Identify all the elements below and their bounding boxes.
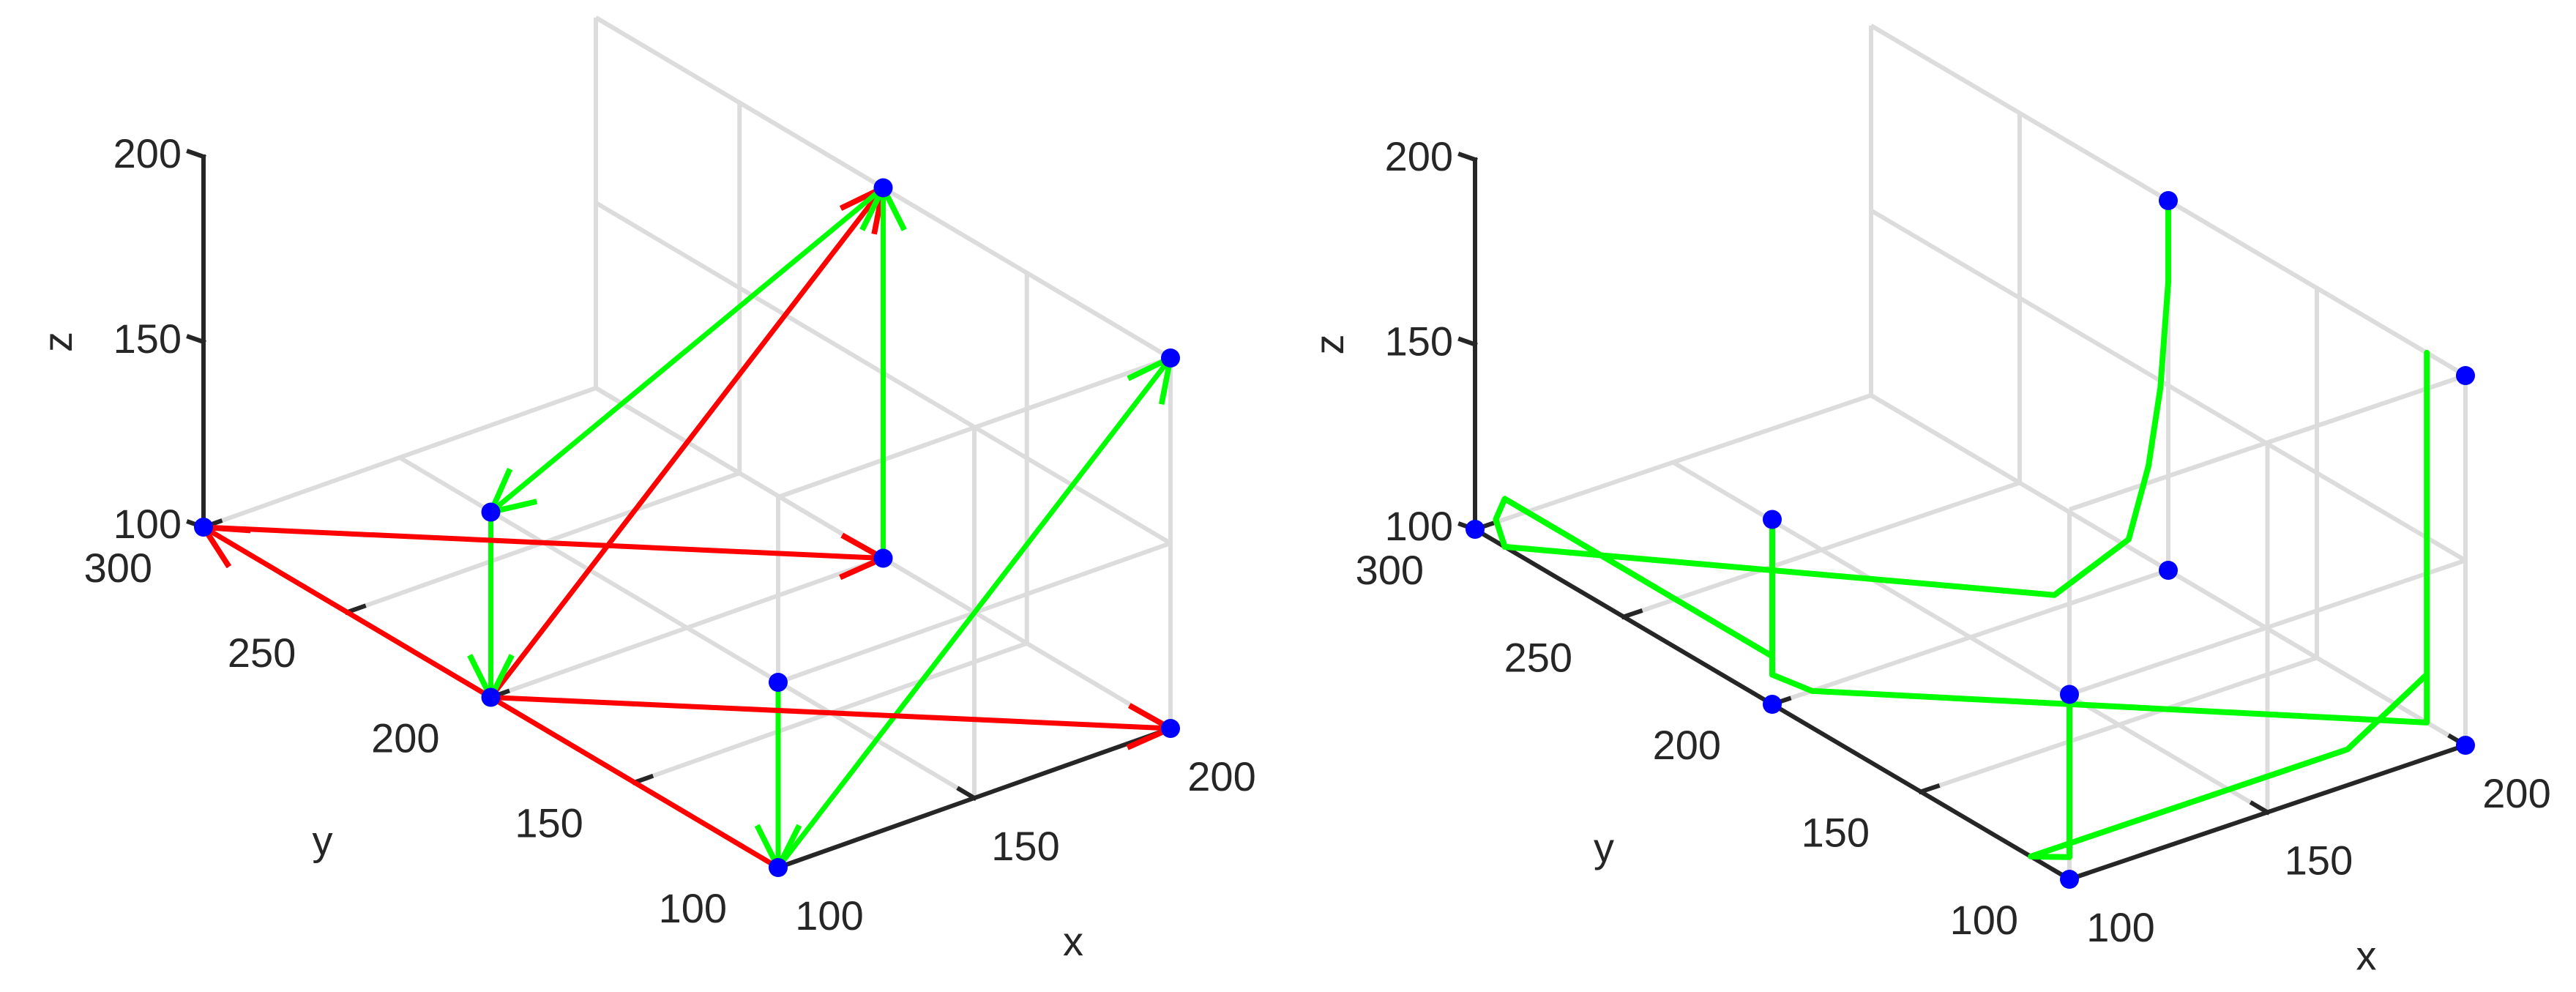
x-tick	[956, 786, 978, 802]
grid-floor-y	[202, 386, 597, 529]
z-axis-title: z	[1306, 335, 1352, 355]
grid-floor-y	[1474, 393, 1872, 532]
data-series	[194, 178, 1180, 877]
z-axis-title: z	[34, 332, 81, 352]
z-tick	[1457, 336, 1478, 348]
data-point	[194, 518, 213, 537]
y-tick-label: 200	[1653, 722, 1721, 768]
data-point	[2159, 191, 2178, 210]
z-tick-label: 200	[1385, 133, 1453, 179]
data-point	[2456, 736, 2475, 755]
x-tick-label: 150	[991, 823, 1059, 869]
x-tick-label: 150	[2285, 837, 2353, 883]
data-point	[873, 548, 893, 568]
grid-floor-y	[490, 556, 884, 700]
data-point	[1161, 348, 1180, 368]
arrow-segment	[491, 185, 886, 512]
arrow-segment	[488, 188, 884, 700]
grid-floor-y	[1772, 568, 2169, 706]
y-tick-label: 300	[84, 545, 152, 591]
data-point	[1763, 510, 1782, 529]
z-tick-label: 100	[113, 501, 182, 547]
x-axis-title: x	[1063, 918, 1083, 964]
z-tick	[186, 149, 206, 160]
grid-top-edge	[2069, 373, 2466, 512]
y-tick-label: 200	[371, 715, 439, 761]
y-tick-label: 100	[659, 885, 727, 931]
y-tick	[1918, 783, 1941, 795]
data-point	[2456, 366, 2475, 385]
grid-floor-y	[1623, 480, 2020, 619]
y-tick	[1621, 608, 1643, 620]
data-point	[481, 502, 501, 522]
arrow-segment	[488, 695, 1171, 729]
z-tick-label: 100	[1385, 503, 1453, 549]
x-tick-label: 200	[2482, 770, 2550, 816]
data-point	[1763, 695, 1782, 714]
y-tick-label: 250	[228, 630, 296, 676]
y-tick-label: 300	[1356, 547, 1424, 593]
arrow-segment	[775, 358, 1171, 870]
y-tick-label: 100	[1950, 897, 2018, 943]
grid-lines	[1474, 23, 2468, 881]
z-tick	[186, 334, 206, 345]
data-point	[481, 687, 501, 707]
z-tick	[1457, 152, 1478, 163]
y-axis-title: y	[313, 817, 333, 863]
data-point	[1161, 719, 1180, 738]
y-axis-title: y	[1594, 824, 1614, 870]
data-point	[2060, 870, 2079, 889]
z-tick-label: 200	[113, 130, 182, 176]
z-tick-label: 150	[113, 316, 182, 362]
data-point	[769, 858, 788, 877]
data-point	[2159, 561, 2178, 580]
x-tick-label: 100	[795, 892, 863, 939]
z-tick-label: 150	[1385, 318, 1453, 364]
trajectory-path	[1493, 198, 2430, 860]
grid-top-edge	[777, 356, 1172, 499]
axis-lines	[186, 149, 1174, 871]
data-point	[1466, 520, 1485, 539]
y-tick-label: 250	[1504, 634, 1572, 680]
x-tick-label: 200	[1187, 753, 1255, 799]
data-point	[2060, 685, 2079, 704]
y-tick-label: 150	[1802, 809, 1870, 855]
data-series	[1466, 191, 2475, 889]
arrow-segment	[201, 524, 884, 559]
data-point	[769, 673, 788, 692]
y-tick-label: 150	[515, 800, 583, 846]
grid-floor-y	[1920, 655, 2318, 794]
x-axis-title: x	[2356, 932, 2377, 978]
x-tick-label: 100	[2086, 904, 2154, 950]
grid-side-z	[1870, 208, 2467, 563]
data-point	[873, 178, 893, 198]
x-tick	[2249, 800, 2271, 816]
